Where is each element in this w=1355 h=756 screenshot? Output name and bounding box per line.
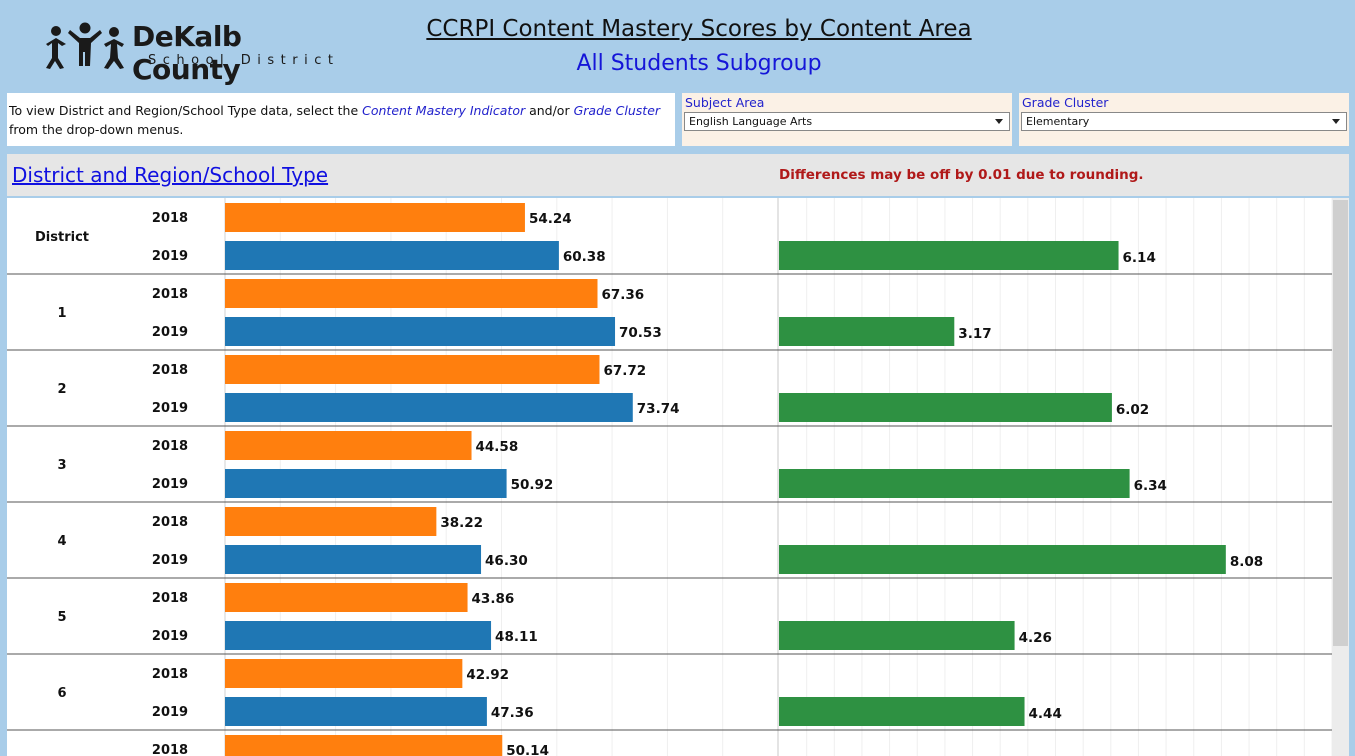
score-value-label: 54.24 (529, 211, 572, 227)
people-logo-icon (46, 22, 124, 69)
instructions-part-3: from the drop-down menus. (9, 122, 184, 137)
group-label: District (35, 230, 89, 245)
score-bar-2019 (225, 621, 492, 650)
year-label: 2018 (152, 667, 188, 682)
group-label: 2 (57, 382, 66, 397)
logo-subtitle: School District (148, 53, 340, 68)
difference-bar (779, 317, 955, 346)
difference-value-label: 6.14 (1123, 250, 1156, 266)
score-bar-2018 (225, 735, 503, 756)
score-value-label: 67.72 (603, 363, 646, 379)
district-logo: DeKalb County School District (42, 20, 352, 86)
logo-name: DeKalb County (132, 20, 242, 86)
section-header: District and Region/School Type Differen… (7, 154, 1349, 196)
group-label: 6 (57, 686, 66, 701)
score-value-label: 42.92 (466, 667, 509, 683)
difference-value-label: 6.34 (1134, 478, 1167, 494)
year-label: 2019 (152, 705, 188, 720)
score-bar-2018 (225, 279, 598, 308)
difference-bar (779, 545, 1226, 574)
score-bar-2019 (225, 697, 487, 726)
year-label: 2019 (152, 249, 188, 264)
page-subtitle: All Students Subgroup (576, 51, 822, 76)
subject-area-label: Subject Area (685, 95, 765, 110)
difference-value-label: 3.17 (958, 326, 991, 342)
page-title: CCRPI Content Mastery Scores by Content … (426, 16, 972, 42)
grade-cluster-dropdown[interactable]: Elementary (1021, 112, 1347, 131)
year-label: 2018 (152, 591, 188, 606)
year-label: 2019 (152, 325, 188, 340)
score-bar-2018 (225, 583, 468, 612)
subject-area-value: English Language Arts (689, 115, 813, 128)
score-value-label: 44.58 (476, 439, 519, 455)
group-label: 3 (57, 458, 66, 473)
dropdown-arrow-icon[interactable] (1332, 119, 1340, 124)
year-label: 2018 (152, 439, 188, 454)
group-label: 1 (57, 306, 66, 321)
year-label: 2018 (152, 363, 188, 378)
subject-area-dropdown[interactable]: English Language Arts (684, 112, 1010, 131)
header: DeKalb County School District CCRPI Cont… (0, 0, 1355, 90)
year-label: 2018 (152, 743, 188, 756)
difference-value-label: 4.44 (1029, 706, 1062, 722)
difference-value-label: 8.08 (1230, 554, 1263, 570)
difference-bar (779, 621, 1015, 650)
instructions-part-2: and/or (525, 103, 574, 118)
score-chart: District 2018 54.24 2019 60.38 6.14 1 2018 67.36… (7, 198, 1333, 756)
year-label: 2018 (152, 211, 188, 226)
year-label: 2019 (152, 629, 188, 644)
year-label: 2019 (152, 401, 188, 416)
score-value-label: 43.86 (472, 591, 515, 607)
instructions-link-grade: Grade Cluster (573, 103, 661, 118)
year-label: 2018 (152, 515, 188, 530)
subject-area-filter: Subject Area English Language Arts (682, 93, 1012, 146)
instructions-part-1: To view District and Region/School Type … (9, 103, 363, 118)
difference-value-label: 4.26 (1019, 630, 1052, 646)
score-bar-2018 (225, 507, 437, 536)
difference-bar (779, 697, 1025, 726)
scrollbar-thumb[interactable] (1333, 200, 1348, 646)
dropdown-arrow-icon[interactable] (995, 119, 1003, 124)
chart-panel: District 2018 54.24 2019 60.38 6.14 1 2018 67.36… (7, 198, 1349, 756)
group-label: 4 (57, 534, 66, 549)
score-value-label: 67.36 (602, 287, 645, 303)
score-bar-2018 (225, 203, 525, 232)
score-bar-2019 (225, 317, 616, 346)
score-value-label: 70.53 (619, 325, 662, 341)
score-value-label: 73.74 (637, 401, 680, 417)
grade-cluster-value: Elementary (1026, 115, 1090, 128)
difference-bar (779, 241, 1119, 270)
score-value-label: 60.38 (563, 249, 606, 265)
score-bar-2019 (225, 469, 507, 498)
score-bar-2018 (225, 659, 463, 688)
year-label: 2019 (152, 553, 188, 568)
score-value-label: 47.36 (491, 705, 534, 721)
score-bar-2018 (225, 355, 600, 384)
score-value-label: 50.14 (506, 743, 549, 756)
difference-bar (779, 393, 1112, 422)
grade-cluster-filter: Grade Cluster Elementary (1019, 93, 1349, 146)
year-label: 2018 (152, 287, 188, 302)
grade-cluster-label: Grade Cluster (1022, 95, 1109, 110)
score-value-label: 38.22 (440, 515, 483, 531)
instructions-text: To view District and Region/School Type … (7, 93, 675, 146)
rounding-note: Differences may be off by 0.01 due to ro… (779, 167, 1144, 183)
score-bar-2019 (225, 241, 559, 270)
score-bar-2019 (225, 545, 482, 574)
score-value-label: 48.11 (495, 629, 538, 645)
score-bar-2019 (225, 393, 633, 422)
difference-bar (779, 469, 1130, 498)
difference-value-label: 6.02 (1116, 402, 1149, 418)
instructions-link-indicator: Content Mastery Indicator (362, 103, 526, 118)
score-bar-2018 (225, 431, 472, 460)
year-label: 2019 (152, 477, 188, 492)
score-value-label: 50.92 (511, 477, 554, 493)
section-title[interactable]: District and Region/School Type (12, 163, 329, 187)
group-label: 5 (57, 610, 66, 625)
score-value-label: 46.30 (485, 553, 528, 569)
